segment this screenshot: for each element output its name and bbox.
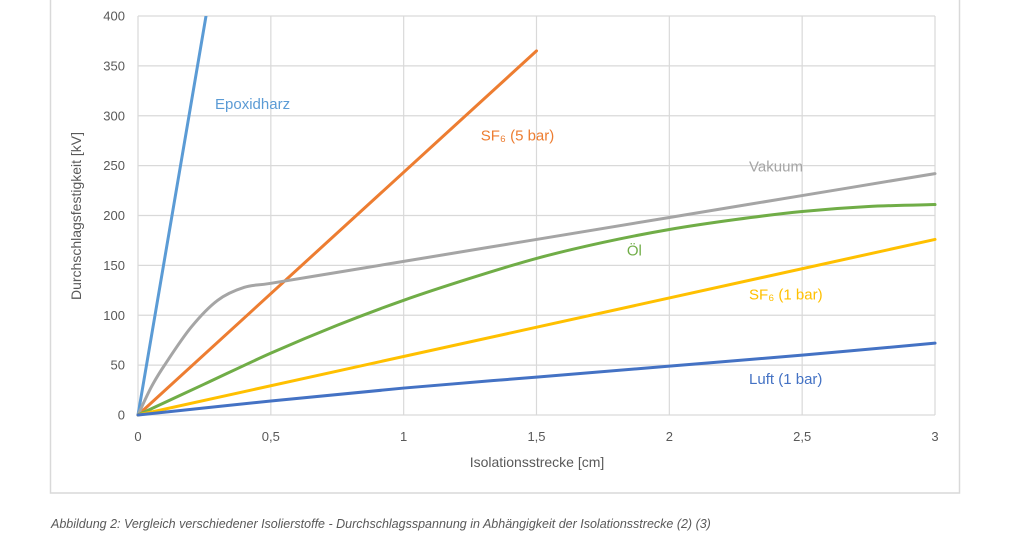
series-label: SF₆ (1 bar) bbox=[749, 286, 823, 303]
series-lines bbox=[136, 16, 937, 417]
grid bbox=[137, 15, 936, 416]
series-label: SF₆ (5 bar) bbox=[481, 128, 555, 145]
figure-caption: Abbildung 2: Vergleich verschiedener Iso… bbox=[51, 517, 711, 531]
y-axis-title: Durchschlagsfestigkeit [kV] bbox=[68, 132, 84, 300]
x-tick-label: 0 bbox=[134, 429, 141, 444]
x-tick-labels: 0 0,5 1 1,5 2 2,5 3 bbox=[134, 429, 938, 444]
series-line bbox=[136, 16, 208, 417]
y-tick-label: 250 bbox=[103, 158, 125, 173]
x-tick-label: 2,5 bbox=[793, 429, 811, 444]
x-tick-label: 3 bbox=[931, 429, 938, 444]
y-tick-labels: 0 50 100 150 200 250 300 350 400 bbox=[103, 9, 125, 423]
series-line bbox=[136, 203, 937, 417]
series-line bbox=[136, 237, 937, 417]
y-tick-label: 400 bbox=[103, 9, 125, 24]
x-tick-label: 1,5 bbox=[527, 429, 545, 444]
series-labels: Epoxidharz SF₆ (5 bar) Vakuum Öl SF₆ (1 bar)… bbox=[215, 96, 823, 388]
x-tick-label: 1 bbox=[400, 429, 407, 444]
series-line bbox=[136, 49, 538, 417]
series-label: Vakuum bbox=[749, 159, 803, 176]
x-tick-label: 2 bbox=[666, 429, 673, 444]
series-line bbox=[136, 172, 937, 417]
y-tick-label: 300 bbox=[103, 108, 125, 123]
series-label: Öl bbox=[627, 241, 642, 259]
chart-frame bbox=[49, 0, 961, 494]
y-tick-label: 200 bbox=[103, 208, 125, 223]
y-tick-label: 150 bbox=[103, 258, 125, 273]
y-tick-label: 0 bbox=[118, 408, 125, 423]
series-label: Luft (1 bar) bbox=[749, 371, 822, 388]
y-tick-label: 350 bbox=[103, 58, 125, 73]
x-axis-title: Isolationsstrecke [cm] bbox=[470, 454, 605, 470]
y-tick-label: 100 bbox=[103, 308, 125, 323]
x-tick-label: 0,5 bbox=[262, 429, 280, 444]
series-label: Epoxidharz bbox=[215, 96, 290, 113]
series-line bbox=[136, 341, 937, 417]
y-tick-label: 50 bbox=[111, 358, 125, 373]
